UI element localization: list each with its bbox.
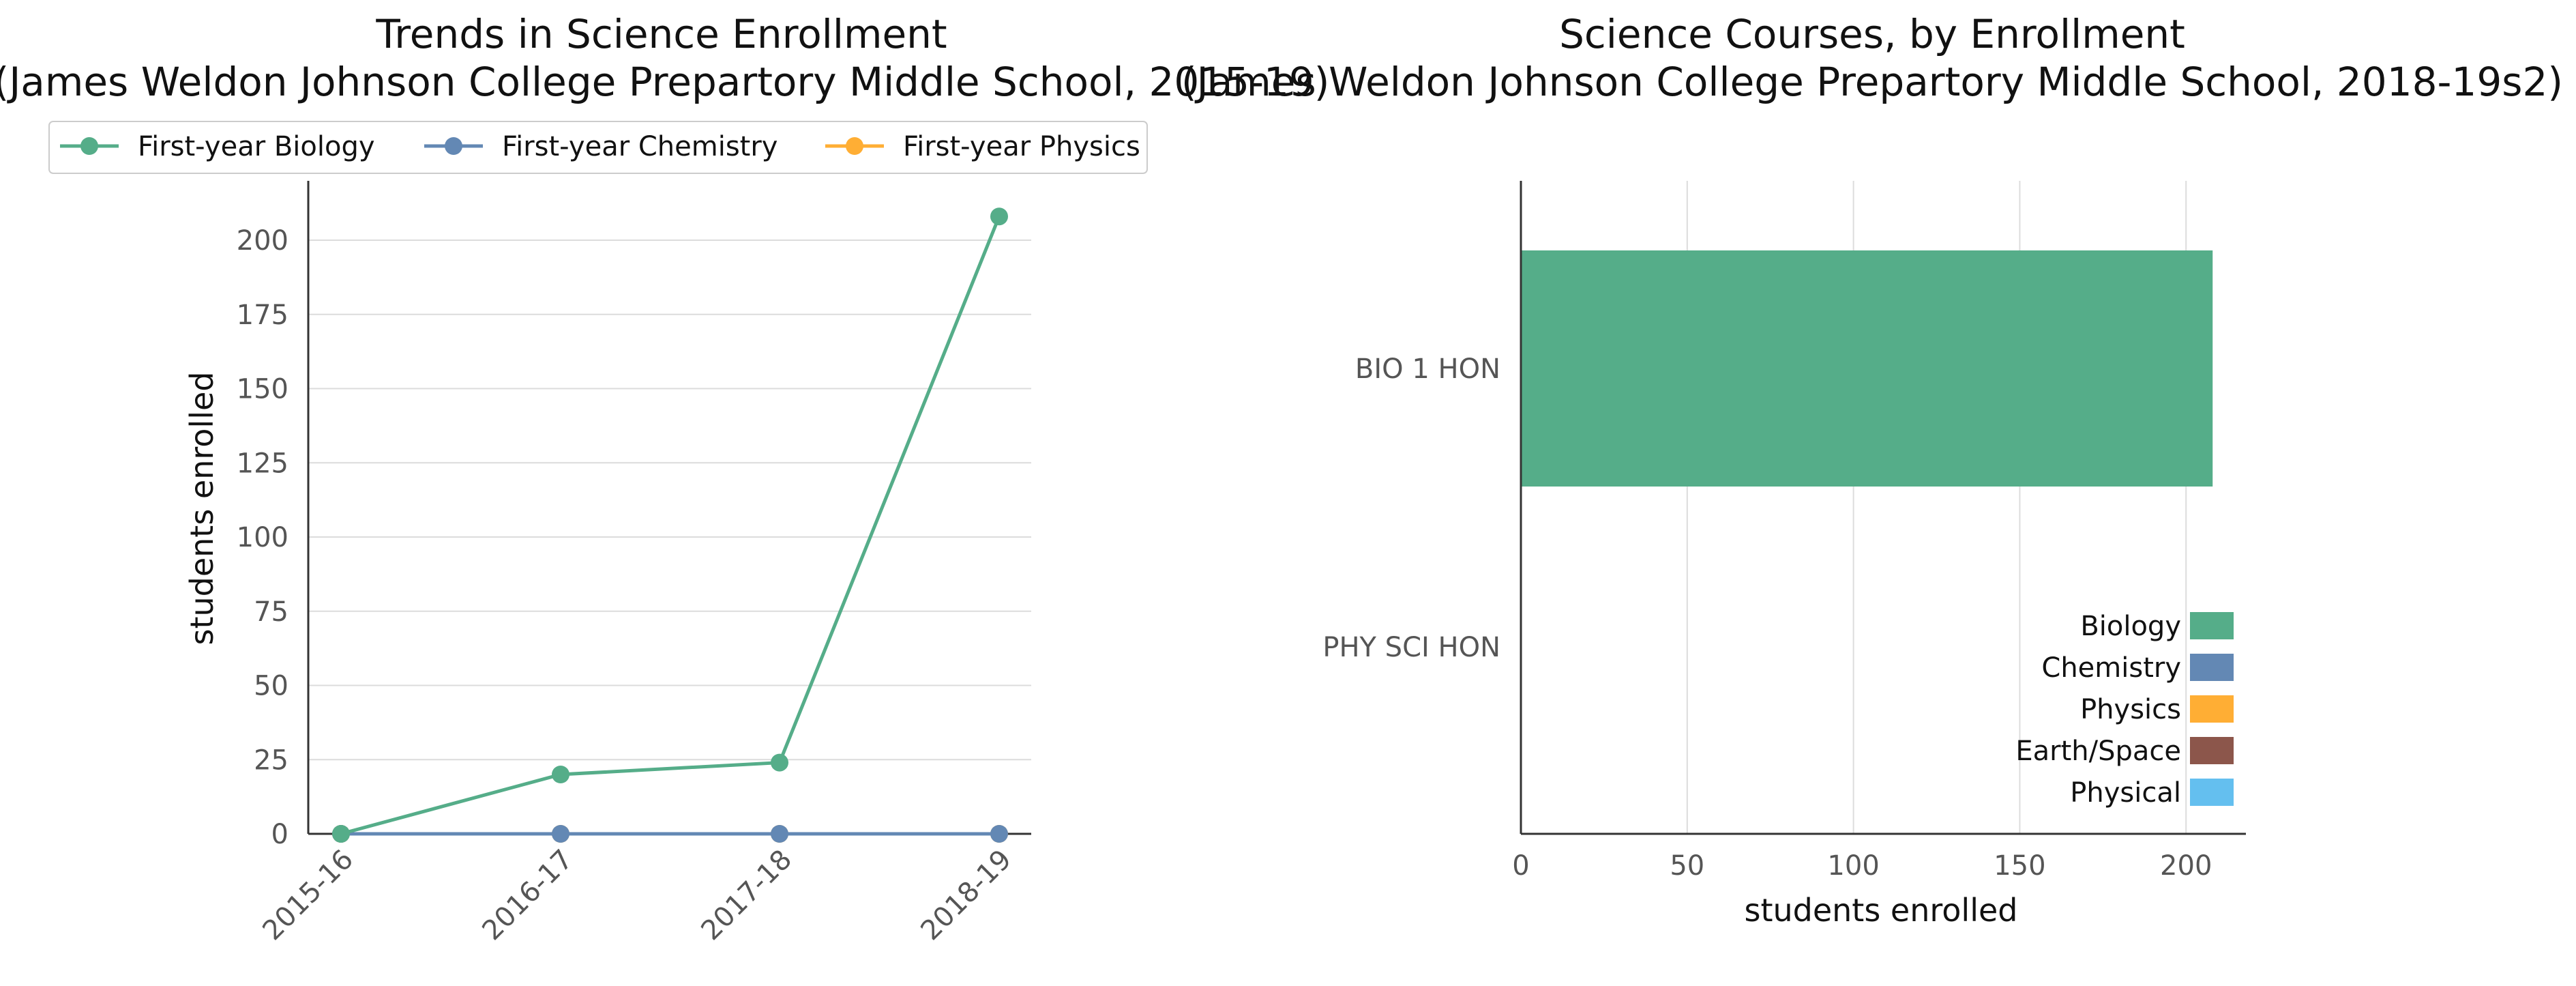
- legend-label: First-year Physics: [903, 131, 1140, 162]
- legend-label: Biology: [2080, 611, 2181, 642]
- x-tick-label: 100: [1827, 850, 1879, 882]
- y-tick-label: 0: [271, 819, 288, 850]
- x-tick-label: 2016-17: [476, 844, 579, 947]
- right-chart-axes: [1520, 181, 2246, 835]
- legend-swatch: [2190, 695, 2234, 723]
- right-chart-x-ticks: 0 50 100 150 200: [1512, 850, 2212, 882]
- legend-label: Physics: [2080, 694, 2181, 725]
- legend-marker: [846, 137, 863, 155]
- data-point: [990, 207, 1008, 226]
- x-tick-label: 200: [2160, 850, 2212, 882]
- y-tick-label: BIO 1 HON: [1355, 353, 1500, 385]
- legend-label: First-year Biology: [138, 131, 375, 162]
- y-tick-label: 50: [254, 671, 288, 702]
- legend-swatch: [2190, 737, 2234, 764]
- legend-swatch: [2190, 779, 2234, 806]
- left-chart-x-ticks: 2015-16 2016-17 2017-18 2018-19: [256, 844, 1018, 947]
- right-chart-subtitle: (James Weldon Johnson College Prepartory…: [1181, 59, 2563, 105]
- left-chart-legend: First-year Biology First-year Chemistry Fi…: [48, 121, 1148, 174]
- right-chart-y-ticks: BIO 1 HON PHY SCI HON: [1322, 353, 1500, 663]
- legend-swatch: [2190, 612, 2234, 639]
- legend-label: Chemistry: [2041, 652, 2181, 684]
- y-tick-label: 100: [237, 522, 288, 553]
- x-tick-label: 150: [1994, 850, 2045, 882]
- data-point: [552, 825, 569, 843]
- left-chart-series: [332, 207, 1008, 843]
- legend-swatch: [2190, 654, 2234, 681]
- legend-frame: [48, 121, 1148, 174]
- series-line: [340, 216, 1001, 836]
- data-point: [552, 766, 569, 783]
- data-point: [990, 825, 1008, 843]
- y-tick-label: 175: [237, 300, 288, 331]
- right-chart-title: Science Courses, by Enrollment: [1559, 11, 2185, 57]
- left-chart-gridlines: [308, 240, 1031, 761]
- right-chart-legend: Biology Chemistry Physics Earth/Space Physic…: [2015, 611, 2234, 809]
- left-chart-title: Trends in Science Enrollment: [375, 11, 947, 57]
- y-tick-label: 25: [254, 744, 288, 776]
- legend-marker: [80, 137, 98, 155]
- data-point: [771, 753, 788, 772]
- series-first-year-chemistry: [332, 825, 1008, 843]
- legend-label: Earth/Space: [2015, 736, 2181, 767]
- legend-label: First-year Chemistry: [502, 131, 778, 162]
- y-tick-label: 125: [237, 448, 288, 479]
- y-tick-label: 75: [254, 596, 288, 628]
- data-point: [332, 825, 350, 843]
- data-point: [771, 825, 788, 843]
- y-tick-label: 150: [237, 374, 288, 405]
- bar: [1521, 250, 2213, 487]
- left-chart-subtitle: (James Weldon Johnson College Prepartory…: [0, 59, 1329, 105]
- legend-label: Physical: [2070, 777, 2181, 809]
- x-tick-label: 0: [1512, 850, 1529, 882]
- left-chart-y-axis-label: students enrolled: [183, 372, 220, 646]
- y-tick-label: 200: [237, 225, 288, 257]
- x-tick-label: 2017-18: [695, 844, 798, 947]
- x-tick-label: 2015-16: [256, 844, 359, 947]
- x-tick-label: 50: [1670, 850, 1704, 882]
- x-tick-label: 2018-19: [915, 844, 1018, 947]
- y-tick-label: PHY SCI HON: [1322, 632, 1500, 663]
- right-chart-x-axis-label: students enrolled: [1745, 892, 2018, 929]
- legend-marker: [445, 137, 462, 155]
- series-first-year-biology: [332, 207, 1008, 843]
- left-chart-axes: [307, 181, 1031, 835]
- right-chart-bars: [1521, 250, 2213, 487]
- left-chart-y-ticks: 0 25 50 75 100 125 150 175 200: [237, 225, 288, 850]
